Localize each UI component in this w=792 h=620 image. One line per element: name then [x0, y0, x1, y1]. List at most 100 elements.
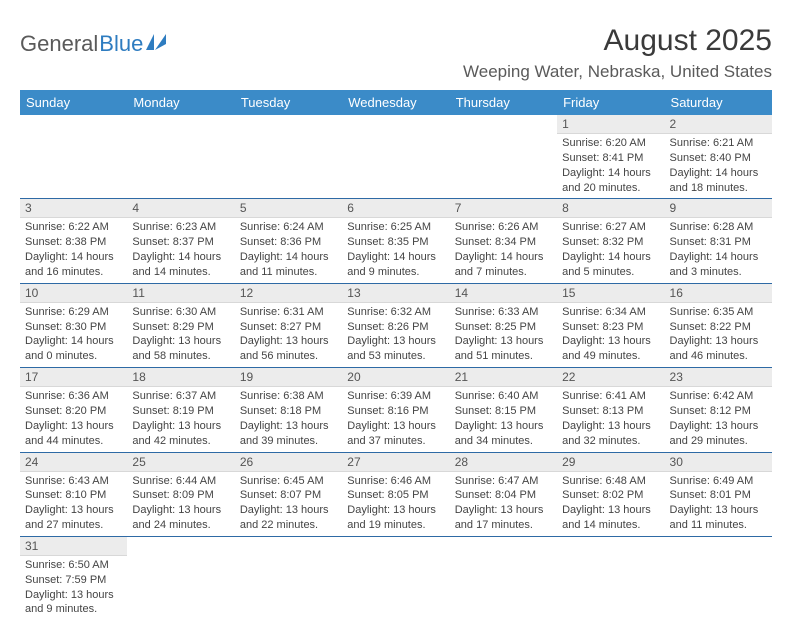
- sunset-text: Sunset: 8:19 PM: [132, 404, 229, 419]
- sunset-text: Sunset: 8:31 PM: [670, 235, 767, 250]
- title-block: August 2025 Weeping Water, Nebraska, Uni…: [463, 24, 772, 82]
- day-details: Sunrise: 6:49 AMSunset: 8:01 PMDaylight:…: [665, 472, 772, 536]
- day-number: [127, 115, 234, 133]
- daylight-text: Daylight: 13 hours and 17 minutes.: [455, 503, 552, 533]
- sunrise-text: Sunrise: 6:47 AM: [455, 474, 552, 489]
- daylight-text: Daylight: 14 hours and 18 minutes.: [670, 166, 767, 196]
- weekday-header: Tuesday: [235, 90, 342, 115]
- day-number: [20, 115, 127, 133]
- sunrise-text: Sunrise: 6:32 AM: [347, 305, 444, 320]
- daylight-text: Daylight: 14 hours and 0 minutes.: [25, 334, 122, 364]
- sunrise-text: Sunrise: 6:27 AM: [562, 220, 659, 235]
- sunset-text: Sunset: 8:30 PM: [25, 320, 122, 335]
- day-details: Sunrise: 6:31 AMSunset: 8:27 PMDaylight:…: [235, 303, 342, 367]
- day-number: 30: [665, 453, 772, 472]
- sunrise-text: Sunrise: 6:36 AM: [25, 389, 122, 404]
- sunrise-text: Sunrise: 6:25 AM: [347, 220, 444, 235]
- day-details: [557, 555, 664, 607]
- daylight-text: Daylight: 13 hours and 44 minutes.: [25, 419, 122, 449]
- weekday-header: Saturday: [665, 90, 772, 115]
- calendar-day-cell: 11Sunrise: 6:30 AMSunset: 8:29 PMDayligh…: [127, 283, 234, 367]
- daylight-text: Daylight: 13 hours and 56 minutes.: [240, 334, 337, 364]
- weekday-header-row: Sunday Monday Tuesday Wednesday Thursday…: [20, 90, 772, 115]
- day-number: 31: [20, 537, 127, 556]
- day-number: 25: [127, 453, 234, 472]
- calendar-day-cell: [557, 536, 664, 620]
- sunrise-text: Sunrise: 6:44 AM: [132, 474, 229, 489]
- calendar-day-cell: 18Sunrise: 6:37 AMSunset: 8:19 PMDayligh…: [127, 368, 234, 452]
- calendar-week-row: 31Sunrise: 6:50 AMSunset: 7:59 PMDayligh…: [20, 536, 772, 620]
- day-number: 28: [450, 453, 557, 472]
- calendar-week-row: 1Sunrise: 6:20 AMSunset: 8:41 PMDaylight…: [20, 115, 772, 199]
- calendar-day-cell: 25Sunrise: 6:44 AMSunset: 8:09 PMDayligh…: [127, 452, 234, 536]
- calendar-day-cell: 28Sunrise: 6:47 AMSunset: 8:04 PMDayligh…: [450, 452, 557, 536]
- day-details: Sunrise: 6:47 AMSunset: 8:04 PMDaylight:…: [450, 472, 557, 536]
- daylight-text: Daylight: 13 hours and 11 minutes.: [670, 503, 767, 533]
- sunrise-text: Sunrise: 6:23 AM: [132, 220, 229, 235]
- sunset-text: Sunset: 8:40 PM: [670, 151, 767, 166]
- calendar-day-cell: 20Sunrise: 6:39 AMSunset: 8:16 PMDayligh…: [342, 368, 449, 452]
- calendar-day-cell: 10Sunrise: 6:29 AMSunset: 8:30 PMDayligh…: [20, 283, 127, 367]
- daylight-text: Daylight: 13 hours and 29 minutes.: [670, 419, 767, 449]
- weekday-header: Sunday: [20, 90, 127, 115]
- day-number: 2: [665, 115, 772, 134]
- daylight-text: Daylight: 13 hours and 42 minutes.: [132, 419, 229, 449]
- sunrise-text: Sunrise: 6:42 AM: [670, 389, 767, 404]
- calendar-day-cell: 15Sunrise: 6:34 AMSunset: 8:23 PMDayligh…: [557, 283, 664, 367]
- calendar-day-cell: 6Sunrise: 6:25 AMSunset: 8:35 PMDaylight…: [342, 199, 449, 283]
- day-number: 11: [127, 284, 234, 303]
- day-details: Sunrise: 6:28 AMSunset: 8:31 PMDaylight:…: [665, 218, 772, 282]
- calendar-day-cell: [665, 536, 772, 620]
- daylight-text: Daylight: 13 hours and 53 minutes.: [347, 334, 444, 364]
- sunrise-text: Sunrise: 6:50 AM: [25, 558, 122, 573]
- sunrise-text: Sunrise: 6:21 AM: [670, 136, 767, 151]
- calendar-day-cell: [235, 536, 342, 620]
- day-number: 9: [665, 199, 772, 218]
- day-number: 19: [235, 368, 342, 387]
- day-details: [665, 555, 772, 607]
- day-details: [127, 133, 234, 185]
- day-number: [450, 115, 557, 133]
- day-number: 26: [235, 453, 342, 472]
- day-details: Sunrise: 6:27 AMSunset: 8:32 PMDaylight:…: [557, 218, 664, 282]
- day-details: Sunrise: 6:25 AMSunset: 8:35 PMDaylight:…: [342, 218, 449, 282]
- day-details: Sunrise: 6:20 AMSunset: 8:41 PMDaylight:…: [557, 134, 664, 198]
- sunset-text: Sunset: 8:29 PM: [132, 320, 229, 335]
- day-number: 3: [20, 199, 127, 218]
- sunset-text: Sunset: 8:38 PM: [25, 235, 122, 250]
- calendar-week-row: 10Sunrise: 6:29 AMSunset: 8:30 PMDayligh…: [20, 283, 772, 367]
- calendar-day-cell: 9Sunrise: 6:28 AMSunset: 8:31 PMDaylight…: [665, 199, 772, 283]
- calendar-day-cell: 1Sunrise: 6:20 AMSunset: 8:41 PMDaylight…: [557, 115, 664, 199]
- day-number: 5: [235, 199, 342, 218]
- sunrise-text: Sunrise: 6:38 AM: [240, 389, 337, 404]
- day-details: Sunrise: 6:42 AMSunset: 8:12 PMDaylight:…: [665, 387, 772, 451]
- calendar-day-cell: 5Sunrise: 6:24 AMSunset: 8:36 PMDaylight…: [235, 199, 342, 283]
- day-details: [450, 555, 557, 607]
- day-details: Sunrise: 6:38 AMSunset: 8:18 PMDaylight:…: [235, 387, 342, 451]
- day-details: Sunrise: 6:41 AMSunset: 8:13 PMDaylight:…: [557, 387, 664, 451]
- weekday-header: Monday: [127, 90, 234, 115]
- day-details: Sunrise: 6:50 AMSunset: 7:59 PMDaylight:…: [20, 556, 127, 620]
- calendar-day-cell: 4Sunrise: 6:23 AMSunset: 8:37 PMDaylight…: [127, 199, 234, 283]
- sunset-text: Sunset: 8:07 PM: [240, 488, 337, 503]
- day-number: 10: [20, 284, 127, 303]
- weekday-header: Thursday: [450, 90, 557, 115]
- logo: General Blue: [20, 30, 168, 58]
- calendar-day-cell: 21Sunrise: 6:40 AMSunset: 8:15 PMDayligh…: [450, 368, 557, 452]
- sunset-text: Sunset: 8:16 PM: [347, 404, 444, 419]
- calendar-day-cell: [127, 115, 234, 199]
- daylight-text: Daylight: 13 hours and 39 minutes.: [240, 419, 337, 449]
- calendar-day-cell: [450, 115, 557, 199]
- calendar-day-cell: [450, 536, 557, 620]
- day-number: 4: [127, 199, 234, 218]
- day-details: Sunrise: 6:34 AMSunset: 8:23 PMDaylight:…: [557, 303, 664, 367]
- day-number: [450, 537, 557, 555]
- daylight-text: Daylight: 13 hours and 27 minutes.: [25, 503, 122, 533]
- calendar-day-cell: [127, 536, 234, 620]
- day-details: [235, 555, 342, 607]
- sunset-text: Sunset: 8:09 PM: [132, 488, 229, 503]
- weekday-header: Friday: [557, 90, 664, 115]
- calendar-day-cell: 12Sunrise: 6:31 AMSunset: 8:27 PMDayligh…: [235, 283, 342, 367]
- weekday-header: Wednesday: [342, 90, 449, 115]
- daylight-text: Daylight: 13 hours and 9 minutes.: [25, 588, 122, 618]
